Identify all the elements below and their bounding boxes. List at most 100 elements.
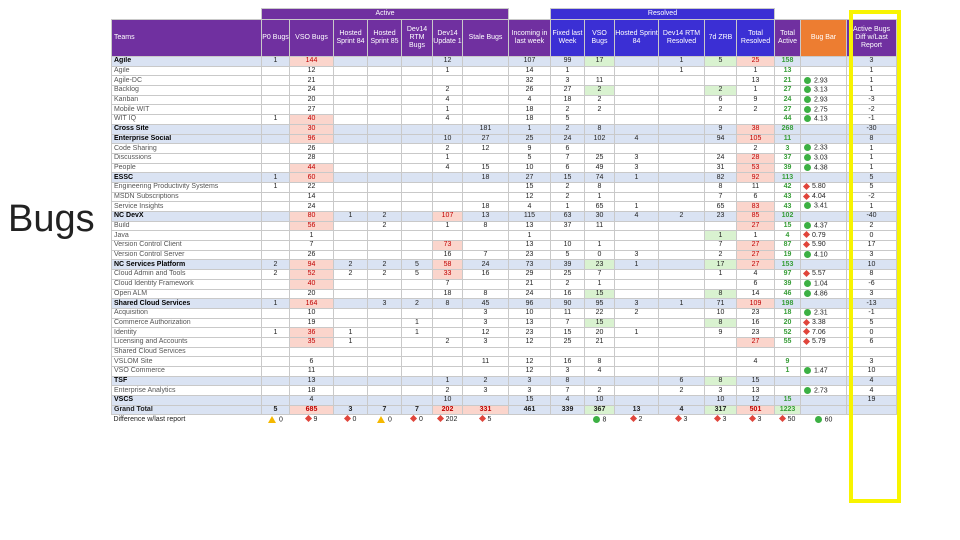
cell-value: 10 [432,133,463,145]
difference-value: 0 [419,415,423,423]
cell-value: 28 [289,152,334,164]
cell-value: 1 [736,85,775,96]
cell-value [704,356,737,367]
cell-value [261,104,290,116]
cell-value: 18 [508,104,551,116]
cell-value [333,385,368,397]
cell-value [658,327,705,338]
team-name: People [111,162,262,174]
cell-value: 18 [462,201,509,212]
cell-value: 1 [261,298,290,309]
cell-value: 23 [736,327,775,338]
cell-value [658,269,705,280]
cell-value [333,133,368,145]
cell-value: 14 [508,65,551,77]
cell-value: 1 [333,327,368,338]
active-band: Active [261,8,509,20]
cell-value: 17 [584,56,615,67]
cell-value: 44 [289,162,334,174]
cell-value [462,191,509,203]
cell-value [584,114,615,125]
cell-value [658,143,705,154]
cell-value: 2 [367,259,402,271]
cell-value: 15 [774,220,801,232]
cell-value [658,346,705,358]
cell-value: 22 [289,181,334,193]
table-row: Enterprise Social 96 10 27 25 24 102 4 94 105 11 8 [111,133,897,145]
bug-bar-cell: 3.38 [800,317,847,329]
red-status-icon [778,415,786,423]
team-name: Build [111,220,262,232]
cell-value [736,346,775,358]
bug-bar-cell: 7.06 [800,327,847,338]
red-status-icon [410,415,418,423]
difference-value: 60 [824,415,833,423]
column-header: Bug Bar [800,19,847,57]
cell-value: 1 [614,327,659,338]
cell-value: 5 [401,269,433,280]
cell-value: 24 [462,259,509,271]
team-name: Code Sharing [111,143,262,154]
cell-value: 60 [289,172,334,183]
team-name: NC DevX [111,211,262,222]
cell-value [333,123,368,135]
cell-value: 15 [736,375,775,387]
table-row: Engineering Productivity Systems 1 22 15 2 8 8… [111,181,897,193]
cell-value [462,240,509,251]
cell-value: 16 [462,269,509,280]
team-name: Shared Cloud Services [111,298,262,309]
cell-value: 26 [508,85,551,96]
table-row: Identity 1 36 1 1 12 23 15 20 1 9 23 52 7.06 0 [111,327,897,338]
cell-value: 1 [584,240,615,251]
cell-value [261,191,290,203]
cell-value: 3 [846,288,897,300]
cell-value: 153 [774,259,801,271]
cell-value: 1 [333,211,368,222]
cell-value: 3 [704,385,737,397]
cell-value [401,366,433,377]
cell-value [658,85,705,96]
difference-cell: 8 [584,414,615,425]
cell-value [261,385,290,397]
blank-cell [111,8,262,20]
cell-value: 24 [774,94,801,106]
cell-value: 12 [432,56,463,67]
cell-value: 2 [584,85,615,96]
green-status-icon [804,144,811,152]
cell-value [704,366,737,377]
cell-value: 82 [704,172,737,183]
bug-bar-cell [800,404,847,416]
cell-value: 501 [736,404,775,416]
cell-value: -1 [846,307,897,319]
difference-row: Difference w/last report 0 9 0 0 0 202 5 8 2 3 3 3 50… [111,414,897,425]
cell-value [658,278,705,290]
table-row: VSO Commerce 11 12 3 4 1 1.47 10 [111,366,897,377]
cell-value: 1 [401,327,433,338]
cell-value [658,172,705,183]
column-header: Dev14 RTM Bugs [401,19,433,57]
team-name: Service Insights [111,201,262,212]
cell-value: -6 [846,278,897,290]
cell-value [333,94,368,106]
bug-bar-value: 5.90 [812,241,826,249]
cell-value [401,85,433,96]
cell-value: 0 [846,327,897,338]
cell-value: 21 [508,278,551,290]
cell-value [658,75,705,87]
cell-value [658,307,705,319]
cell-value: 27 [774,85,801,96]
cell-value: 28 [736,152,775,164]
cell-value: 2 [333,259,368,271]
cell-value [261,356,290,367]
cell-value: 23 [736,307,775,319]
cell-value [658,317,705,329]
cell-value [261,75,290,87]
cell-value: 4 [432,162,463,174]
cell-value: 24 [508,288,551,300]
cell-value [614,395,659,406]
cell-value: 23 [584,259,615,271]
team-name: ESSC [111,172,262,183]
cell-value [401,385,433,397]
cell-value: 2 [704,249,737,261]
cell-value: 10 [550,240,585,251]
